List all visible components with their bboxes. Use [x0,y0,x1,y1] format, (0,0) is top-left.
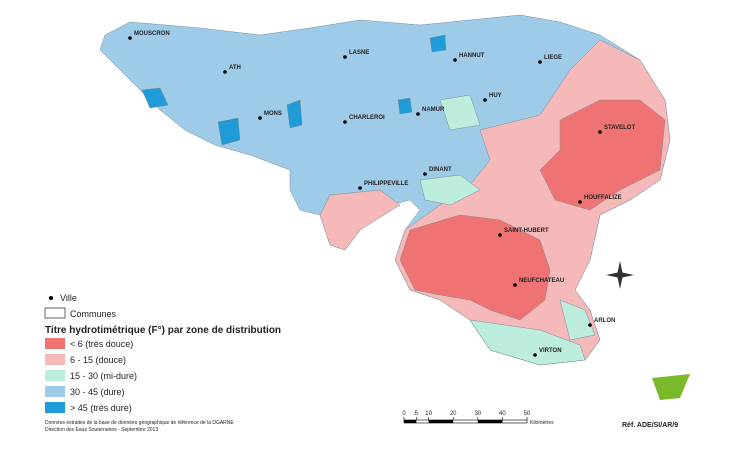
city-dot [453,58,457,62]
city-dot [578,200,582,204]
city-label: NAMUR [422,107,445,113]
city-label: ATH [229,65,241,71]
scale-label: 30 [474,411,481,417]
source: Données extraites de la base de données … [45,420,234,426]
city-label: SAINT-HUBERT [504,228,549,234]
legend: < 6 (très douce) 6 - 15 (douce) 15 - 30 (m… [45,338,137,413]
city-label: CHARLEROI [349,115,385,121]
city-dot [128,36,132,40]
city-label: STAVELOT [604,125,635,131]
city-label: LASNE [349,50,369,56]
scale-label: 40 [499,411,506,417]
legend-communes: Communes [70,309,117,319]
compass-rose [606,261,634,289]
pink-zone [319,189,401,251]
teal-zone [469,319,586,366]
legend-label: 15 - 30 (mi-dure) [70,371,137,381]
city-label: MONS [264,111,282,117]
legend-title: Titre hydrotimétrique (F°) par zone de d… [45,325,281,336]
legend-city-dot [49,296,53,300]
city-label: HANNUT [459,53,485,59]
legend-swatch [45,338,65,349]
legend-swatch [45,386,65,397]
regions [99,14,671,366]
red-zone [539,99,666,211]
city-label: DINANT [429,167,452,173]
city-label: NEUFCHATEAU [519,278,564,284]
city-dot [498,233,502,237]
city-dot [343,120,347,124]
city-label: HOUFFALIZE [584,195,622,201]
dark-blue-zone [217,117,241,146]
city-dot [538,60,542,64]
scale-unit: Kilomètres [530,420,554,426]
city-dot [533,353,537,357]
city-label: HUY [489,93,502,99]
city-dot [513,283,517,287]
legend-label: 30 - 45 (dure) [70,387,125,397]
legend-swatch [45,402,65,413]
reference: Réf. ADE/SI/AR/9 [622,422,678,429]
dark-blue-zone [397,97,413,115]
legend-label: 6 - 15 (douce) [70,355,126,365]
legend-swatch [45,370,65,381]
legend-swatch [45,354,65,365]
scale-bar-segment [428,420,454,423]
city-dot [258,116,262,120]
city-label: MOUSCRON [134,31,170,37]
scale-label: 0 [402,411,406,417]
dark-blue-zone [286,99,303,129]
city-dot [588,323,592,327]
scale-bar-segment [404,420,417,423]
city-dot [483,98,487,102]
city-dot [423,172,427,176]
legend-communes-box [44,307,66,319]
cities: MOUSCRON ATH LASNE HANNUT LIEGE MONS CHARLEROI… [128,31,635,357]
scale-bar: 0 5 10 20 30 40 50 Kilomètres [402,411,554,426]
city-label: ARLON [594,318,615,324]
legend-label: > 45 (très dure) [70,403,132,413]
scale-bar-body [403,419,528,424]
city-label: PHILIPPEVILLE [364,181,408,187]
teal-zone [419,174,481,206]
city-label: VIRTON [539,348,562,354]
dark-blue-zone [141,87,169,109]
logo [652,374,690,400]
city-label: LIEGE [544,55,562,61]
legend-label: < 6 (très douce) [70,339,133,349]
legend-city: Ville [60,293,77,303]
city-dot [358,186,362,190]
source: Direction des Eaux Souterraines - Septem… [45,427,158,433]
dark-blue-zone [429,34,447,53]
red-zone [399,214,551,321]
scale-label: 5 [415,411,419,417]
compass [606,261,634,289]
city-dot [343,55,347,59]
scale-label: 10 [425,411,432,417]
scale-label: 50 [524,411,531,417]
scale-bar-segment [477,420,503,423]
city-dot [598,130,602,134]
city-dot [223,70,227,74]
teal-zone [559,299,596,341]
city-dot [416,112,420,116]
scale-label: 20 [450,411,457,417]
teal-zone [439,94,481,131]
